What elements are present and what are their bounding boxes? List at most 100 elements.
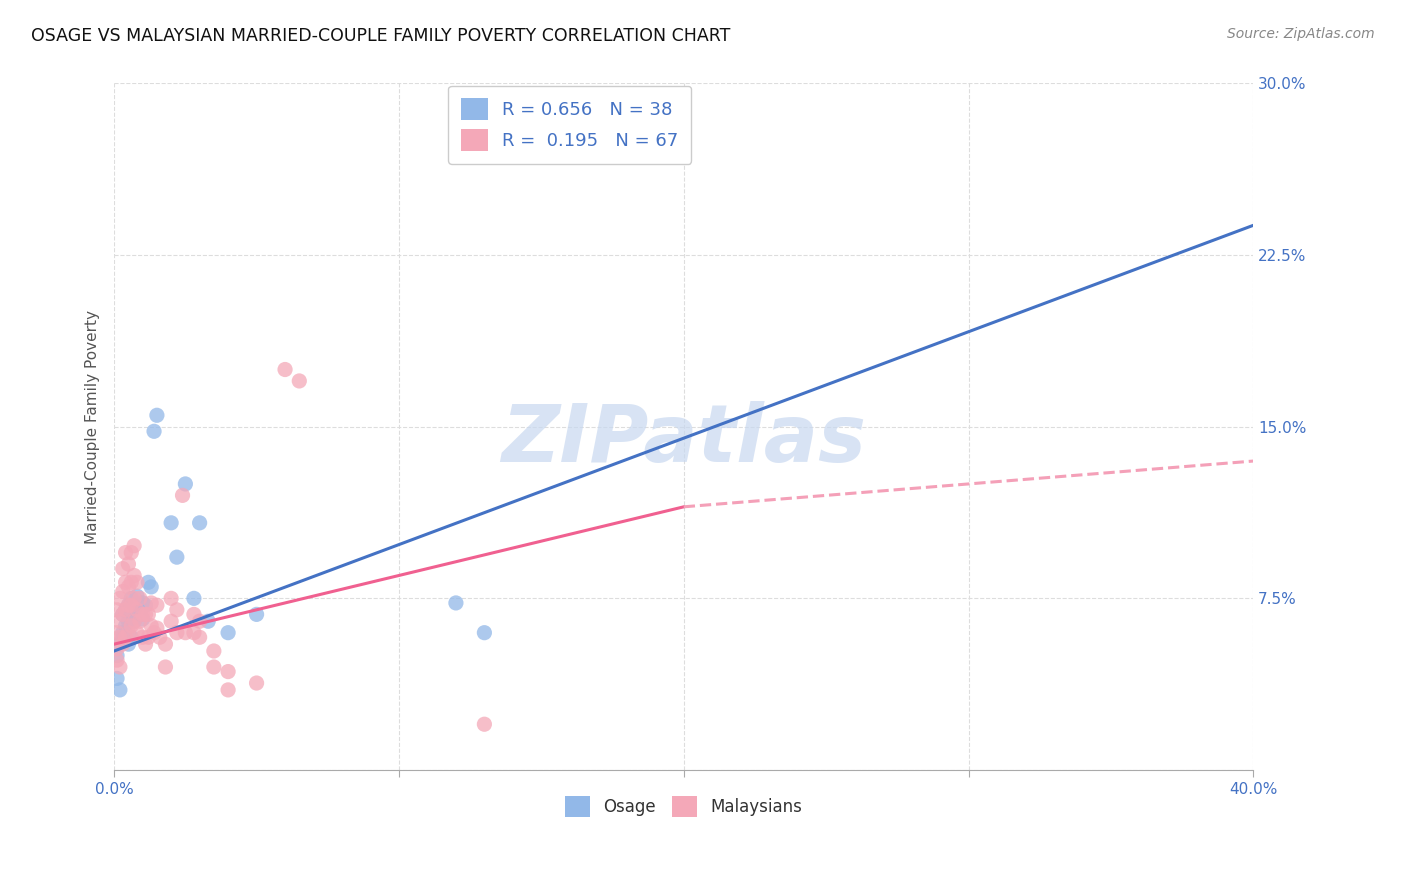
Point bbox=[183, 591, 205, 606]
Text: OSAGE VS MALAYSIAN MARRIED-COUPLE FAMILY POVERTY CORRELATION CHART: OSAGE VS MALAYSIAN MARRIED-COUPLE FAMILY… bbox=[31, 27, 730, 45]
Point bbox=[120, 575, 142, 590]
Point bbox=[143, 425, 166, 439]
Point bbox=[274, 362, 297, 376]
Point bbox=[105, 672, 128, 686]
Point bbox=[217, 625, 239, 640]
Point bbox=[120, 630, 142, 644]
Point bbox=[125, 603, 148, 617]
Point bbox=[105, 625, 128, 640]
Point bbox=[117, 637, 139, 651]
Point bbox=[474, 625, 496, 640]
Point bbox=[122, 568, 145, 582]
Y-axis label: Married-Couple Family Poverty: Married-Couple Family Poverty bbox=[86, 310, 100, 544]
Point bbox=[128, 607, 150, 622]
Point bbox=[202, 660, 225, 674]
Point bbox=[141, 619, 163, 633]
Point bbox=[114, 619, 136, 633]
Point bbox=[128, 614, 150, 628]
Point bbox=[134, 607, 156, 622]
Point bbox=[111, 625, 134, 640]
Point bbox=[111, 607, 134, 622]
Point bbox=[125, 575, 148, 590]
Point bbox=[105, 603, 128, 617]
Point bbox=[183, 607, 205, 622]
Point bbox=[114, 603, 136, 617]
Point bbox=[155, 660, 177, 674]
Point bbox=[108, 637, 131, 651]
Point bbox=[122, 614, 145, 628]
Point bbox=[146, 409, 169, 423]
Point bbox=[111, 607, 134, 622]
Point bbox=[120, 545, 142, 559]
Point bbox=[160, 516, 183, 530]
Point bbox=[125, 589, 148, 603]
Point bbox=[108, 591, 131, 606]
Point bbox=[143, 625, 166, 640]
Point bbox=[160, 591, 183, 606]
Point bbox=[444, 596, 467, 610]
Point bbox=[131, 630, 153, 644]
Text: ZIPatlas: ZIPatlas bbox=[501, 401, 866, 480]
Point bbox=[128, 591, 150, 606]
Point bbox=[122, 614, 145, 628]
Point bbox=[114, 575, 136, 590]
Point bbox=[131, 596, 153, 610]
Point bbox=[141, 580, 163, 594]
Point bbox=[183, 625, 205, 640]
Point bbox=[114, 545, 136, 559]
Point bbox=[125, 625, 148, 640]
Point bbox=[245, 607, 267, 622]
Point bbox=[138, 607, 160, 622]
Point bbox=[108, 682, 131, 697]
Point bbox=[202, 644, 225, 658]
Point bbox=[131, 612, 153, 626]
Point bbox=[117, 557, 139, 571]
Point bbox=[134, 599, 156, 613]
Point bbox=[111, 584, 134, 599]
Point bbox=[134, 637, 156, 651]
Point bbox=[141, 596, 163, 610]
Point bbox=[146, 599, 169, 613]
Point bbox=[160, 614, 183, 628]
Point bbox=[122, 539, 145, 553]
Point bbox=[131, 607, 153, 622]
Point bbox=[166, 550, 188, 565]
Point bbox=[108, 614, 131, 628]
Point bbox=[108, 630, 131, 644]
Point bbox=[117, 599, 139, 613]
Point bbox=[188, 516, 211, 530]
Point bbox=[166, 625, 188, 640]
Point bbox=[105, 641, 128, 656]
Point bbox=[245, 676, 267, 690]
Point bbox=[117, 599, 139, 613]
Point bbox=[188, 630, 211, 644]
Point bbox=[122, 599, 145, 613]
Point bbox=[117, 625, 139, 640]
Point bbox=[188, 614, 211, 628]
Point bbox=[114, 630, 136, 644]
Point bbox=[146, 621, 169, 635]
Point bbox=[108, 660, 131, 674]
Point bbox=[117, 580, 139, 594]
Point bbox=[105, 653, 128, 667]
Point bbox=[120, 599, 142, 613]
Point bbox=[120, 607, 142, 622]
Point bbox=[172, 488, 194, 502]
Point bbox=[111, 561, 134, 575]
Point bbox=[217, 682, 239, 697]
Point bbox=[114, 603, 136, 617]
Point bbox=[155, 637, 177, 651]
Point bbox=[288, 374, 311, 388]
Point bbox=[117, 614, 139, 628]
Point bbox=[111, 630, 134, 644]
Point bbox=[474, 717, 496, 731]
Legend: Osage, Malaysians: Osage, Malaysians bbox=[558, 789, 810, 823]
Text: Source: ZipAtlas.com: Source: ZipAtlas.com bbox=[1227, 27, 1375, 41]
Point bbox=[149, 630, 172, 644]
Point bbox=[125, 603, 148, 617]
Point bbox=[174, 625, 197, 640]
Point bbox=[105, 648, 128, 663]
Point bbox=[111, 637, 134, 651]
Point bbox=[174, 477, 197, 491]
Point bbox=[120, 591, 142, 606]
